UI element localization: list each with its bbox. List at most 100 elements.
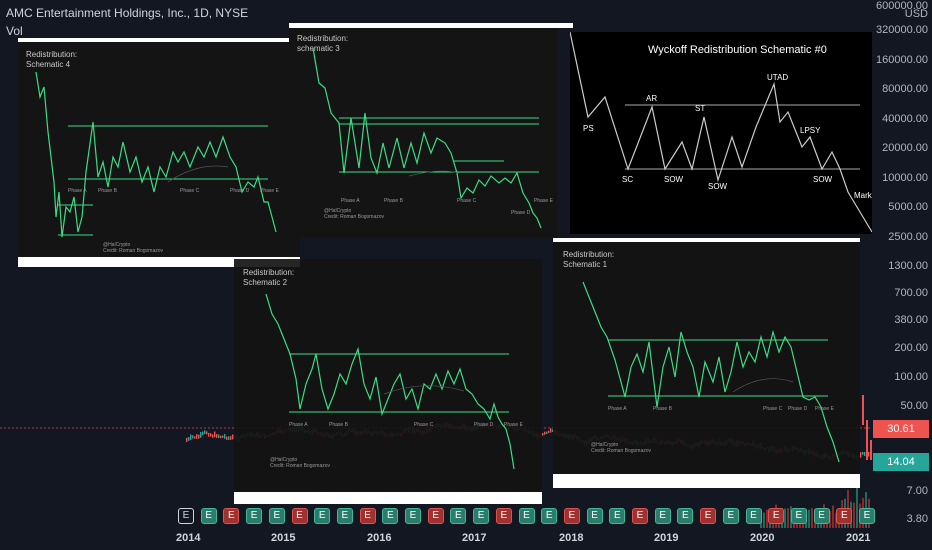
wyckoff0-panel: Wyckoff Redistribution Schematic #0 PS A… bbox=[570, 32, 872, 234]
schematic3-phase-b: Phase B bbox=[384, 198, 403, 204]
earnings-event-icon[interactable]: E bbox=[722, 508, 739, 524]
candle bbox=[864, 451, 866, 456]
earnings-event-icon[interactable]: E bbox=[518, 508, 535, 524]
candle bbox=[868, 451, 870, 457]
volume-bar bbox=[817, 521, 819, 528]
volume-bar bbox=[856, 486, 858, 528]
schematic2-phase-c: Phase C bbox=[414, 422, 434, 428]
wyckoff0-sow1: SOW bbox=[664, 175, 684, 184]
earnings-event-icon[interactable]: E bbox=[859, 508, 875, 524]
price-axis-label: 80000.00 bbox=[882, 83, 928, 95]
earnings-event-icon[interactable]: E bbox=[495, 508, 512, 524]
earnings-event-icon[interactable]: E bbox=[268, 508, 285, 524]
earnings-event-icon[interactable]: E bbox=[745, 508, 762, 524]
wyckoff0-ar: AR bbox=[646, 94, 658, 103]
year-label: 2014 bbox=[176, 532, 201, 544]
schematic4-phase-c: Phase C bbox=[180, 188, 200, 194]
volume-bar bbox=[835, 512, 837, 528]
price-axis-label: 160000.00 bbox=[876, 54, 928, 66]
price-axis-label: 10000.00 bbox=[882, 172, 928, 184]
earnings-event-icon[interactable]: E bbox=[405, 508, 421, 524]
schematic2-phase-d: Phase D bbox=[474, 422, 494, 428]
earnings-event-icon[interactable]: E bbox=[768, 508, 785, 524]
earnings-event-icon[interactable]: E bbox=[359, 508, 376, 524]
schematic4-bottom-bar bbox=[18, 257, 300, 267]
schematic3-phase-e: Phase E bbox=[534, 198, 553, 204]
price-axis-label: 50.00 bbox=[900, 400, 928, 412]
volume-bar bbox=[787, 508, 789, 528]
candle bbox=[546, 431, 548, 435]
price-axis-label: 3.80 bbox=[906, 513, 928, 525]
candle bbox=[548, 430, 550, 433]
candle bbox=[866, 420, 868, 460]
candle bbox=[206, 431, 208, 435]
earnings-event-icon[interactable]: E bbox=[382, 508, 399, 524]
schematic1-credit1: @HalCrypto bbox=[591, 442, 619, 448]
candle bbox=[196, 434, 198, 439]
schematic3-phase-c: Phase C bbox=[457, 198, 477, 204]
earnings-event-icon[interactable]: E bbox=[700, 508, 717, 524]
earnings-event-icon[interactable]: E bbox=[632, 508, 648, 524]
price-axis-label: 200.00 bbox=[894, 342, 928, 354]
earnings-event-icon[interactable]: E bbox=[586, 508, 603, 524]
volume-bar bbox=[799, 522, 801, 528]
schematic4-credit1: @HalCrypto bbox=[103, 242, 131, 248]
schematic3-drawing bbox=[312, 47, 542, 229]
wyckoff0-lpsy: LPSY bbox=[800, 126, 821, 135]
price-axis[interactable]: 600000.00 USD 320000.00 160000.00 80000.… bbox=[872, 0, 932, 530]
earnings-event-icon[interactable]: E bbox=[314, 508, 331, 524]
candle bbox=[232, 434, 234, 440]
price-axis-label: 1300.00 bbox=[888, 260, 928, 272]
volume-bar bbox=[814, 523, 816, 528]
wyckoff0-ps: PS bbox=[583, 124, 594, 133]
volume-bar bbox=[808, 509, 810, 528]
earnings-event-icon[interactable]: E bbox=[291, 508, 308, 524]
price-axis-label: 380.00 bbox=[894, 314, 928, 326]
candle bbox=[194, 436, 196, 439]
earnings-event-icon[interactable]: E bbox=[790, 508, 807, 524]
schematic3-title: Redistribution: schematic 3 bbox=[297, 34, 349, 53]
earnings-event-icon[interactable]: E bbox=[563, 508, 580, 524]
candle bbox=[188, 437, 190, 441]
price-axis-label: 320000.00 bbox=[876, 24, 928, 36]
candle bbox=[200, 432, 202, 438]
candle bbox=[226, 436, 228, 440]
schematic2-phase-b: Phase B bbox=[329, 422, 348, 428]
earnings-event-icon[interactable]: E bbox=[813, 508, 830, 524]
schematic4-title: Redistribution: Schematic 4 bbox=[26, 50, 78, 69]
volume-bar bbox=[853, 502, 855, 528]
earnings-event-icon[interactable]: E bbox=[200, 508, 217, 524]
current-price-green-badge: 14.04 bbox=[873, 453, 929, 471]
earnings-event-icon[interactable]: E bbox=[336, 508, 353, 524]
wyckoff0-st: ST bbox=[695, 104, 706, 113]
earnings-event-icon[interactable]: E bbox=[223, 508, 240, 524]
wyckoff0-utad: UTAD bbox=[767, 73, 789, 82]
wyckoff0-sow2: SOW bbox=[708, 182, 728, 191]
earnings-event-icon[interactable]: E bbox=[450, 508, 467, 524]
earnings-event-icon[interactable]: E bbox=[178, 508, 194, 524]
schematic1-phase-a: Phase A bbox=[608, 406, 627, 412]
earnings-event-icon[interactable]: E bbox=[246, 508, 263, 524]
earnings-event-icon[interactable]: E bbox=[609, 508, 626, 524]
price-axis-label: 100.00 bbox=[894, 371, 928, 383]
candle bbox=[544, 431, 546, 435]
year-label: 2018 bbox=[559, 532, 584, 544]
volume-bar bbox=[784, 508, 786, 528]
schematic4-panel: Redistribution: Schematic 4 Phase A Phas… bbox=[18, 42, 300, 257]
candle bbox=[550, 428, 552, 433]
earnings-event-icon[interactable]: E bbox=[677, 508, 694, 524]
volume-bar bbox=[820, 521, 822, 528]
year-label: 2020 bbox=[750, 532, 775, 544]
earnings-event-icon[interactable]: E bbox=[654, 508, 671, 524]
year-label: 2015 bbox=[271, 532, 296, 544]
volume-label: Vol bbox=[6, 24, 23, 38]
earnings-event-icon[interactable]: E bbox=[541, 508, 558, 524]
earnings-event-icon[interactable]: E bbox=[836, 508, 853, 524]
year-label: 2021 bbox=[846, 532, 871, 544]
candle bbox=[208, 432, 210, 437]
schematic2-drawing bbox=[265, 293, 515, 470]
earnings-event-icon[interactable]: E bbox=[473, 508, 490, 524]
schematic1-phase-b: Phase B bbox=[653, 406, 672, 412]
wyckoff0-drawing bbox=[570, 32, 872, 233]
earnings-event-icon[interactable]: E bbox=[427, 508, 444, 524]
